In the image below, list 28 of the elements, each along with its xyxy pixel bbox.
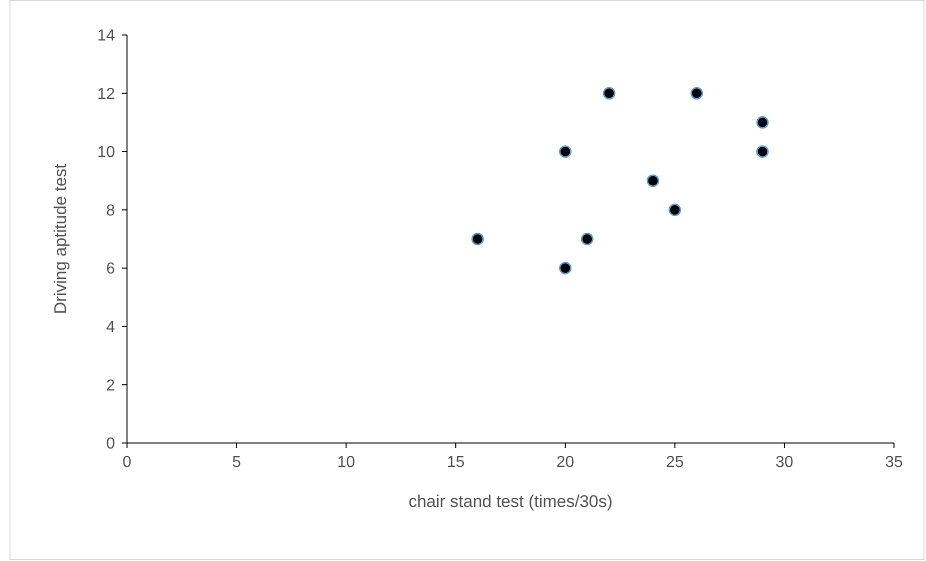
- point: [471, 232, 484, 246]
- y-tick-label: 6: [106, 260, 116, 278]
- point: [646, 174, 660, 187]
- x-tick-label: 10: [337, 454, 356, 471]
- y-tick-label: 2: [106, 377, 116, 394]
- x-tick-label: 0: [122, 454, 132, 471]
- x-tick-label: 35: [885, 454, 903, 471]
- point: [559, 145, 572, 158]
- x-tick-label: 25: [666, 454, 684, 471]
- x-tick-label: 30: [776, 454, 794, 471]
- point: [580, 232, 594, 246]
- point: [668, 204, 682, 216]
- x-tick-label: 5: [232, 454, 242, 471]
- x-axis-title: chair stand test (times/30s): [408, 492, 613, 511]
- y-tick-label: 0: [106, 436, 116, 453]
- y-axis-title: Driving aptitude test: [51, 164, 70, 314]
- point: [756, 116, 769, 129]
- y-tick-label: 10: [97, 144, 116, 162]
- y-tick-label: 12: [97, 86, 116, 103]
- y-tick-label: 8: [106, 202, 116, 220]
- y-tick-label: 14: [97, 28, 116, 45]
- point: [756, 145, 769, 158]
- point: [690, 87, 704, 100]
- x-tick-label: 20: [556, 454, 574, 471]
- point: [559, 262, 572, 274]
- y-tick-label: 4: [106, 319, 116, 336]
- point: [602, 87, 616, 100]
- x-tick-label: 15: [446, 454, 465, 471]
